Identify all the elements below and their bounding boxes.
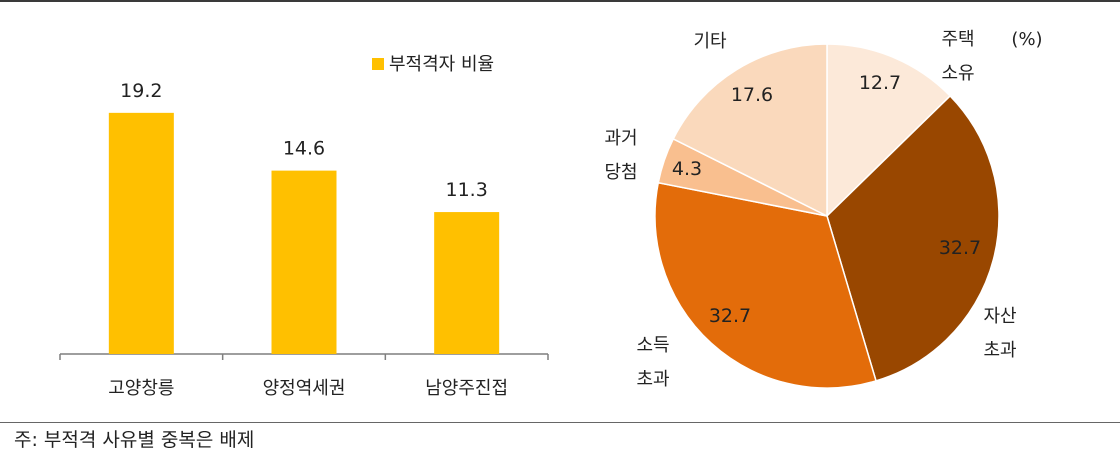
pie-slice-3	[654, 181, 877, 389]
bar-data-label: 19.2	[120, 80, 162, 102]
pie-value-label: 17.6	[731, 84, 773, 106]
pie-value-label: 4.3	[672, 158, 702, 180]
pie-category-label: 초과	[636, 369, 669, 390]
pie-category-label: 주택	[941, 29, 974, 50]
pie-value-label: 32.7	[939, 237, 981, 259]
bar-category-label: 고양창릉	[108, 378, 174, 399]
pie-category-label: 자산	[983, 306, 1016, 327]
pie-unit-label: (%)	[1011, 29, 1042, 50]
pie-value-label: 32.7	[709, 305, 751, 327]
bar-3	[434, 212, 500, 354]
legend-label: 부적격자 비율	[389, 54, 494, 75]
bar-data-label: 14.6	[283, 138, 325, 160]
pie-category-label: 당첨	[604, 162, 637, 183]
bar-2	[271, 170, 337, 354]
pie-category-label: 소득	[636, 335, 669, 356]
pie-category-label: 기타	[693, 31, 727, 52]
pie-category-label: 소유	[941, 63, 974, 84]
chart-figure: 19.2 고양창릉 14.6 양정역세권 11.3 남양주진접 부적격자 비율 12.7 주택…	[59, 29, 1043, 399]
footnote: 주: 부적격 사유별 중복은 배제	[14, 429, 255, 451]
pie-value-label: 12.7	[859, 72, 901, 94]
bar-data-label: 11.3	[446, 179, 488, 201]
pie-slice-5	[672, 43, 828, 218]
bar-1	[108, 112, 174, 355]
bar-chart: 19.2 고양창릉 14.6 양정역세권 11.3 남양주진접 부적격자 비율	[59, 54, 549, 399]
legend-swatch	[372, 58, 384, 70]
pie-category-label: 과거	[604, 128, 637, 149]
bottom-rule	[0, 422, 1120, 423]
pie-category-label: 초과	[983, 340, 1016, 361]
pie-slice-2	[826, 94, 1000, 382]
pie-slice-1	[826, 43, 952, 218]
bar-category-label: 남양주진접	[425, 378, 508, 399]
top-rule	[0, 0, 1120, 2]
bar-category-label: 양정역세권	[263, 378, 346, 399]
